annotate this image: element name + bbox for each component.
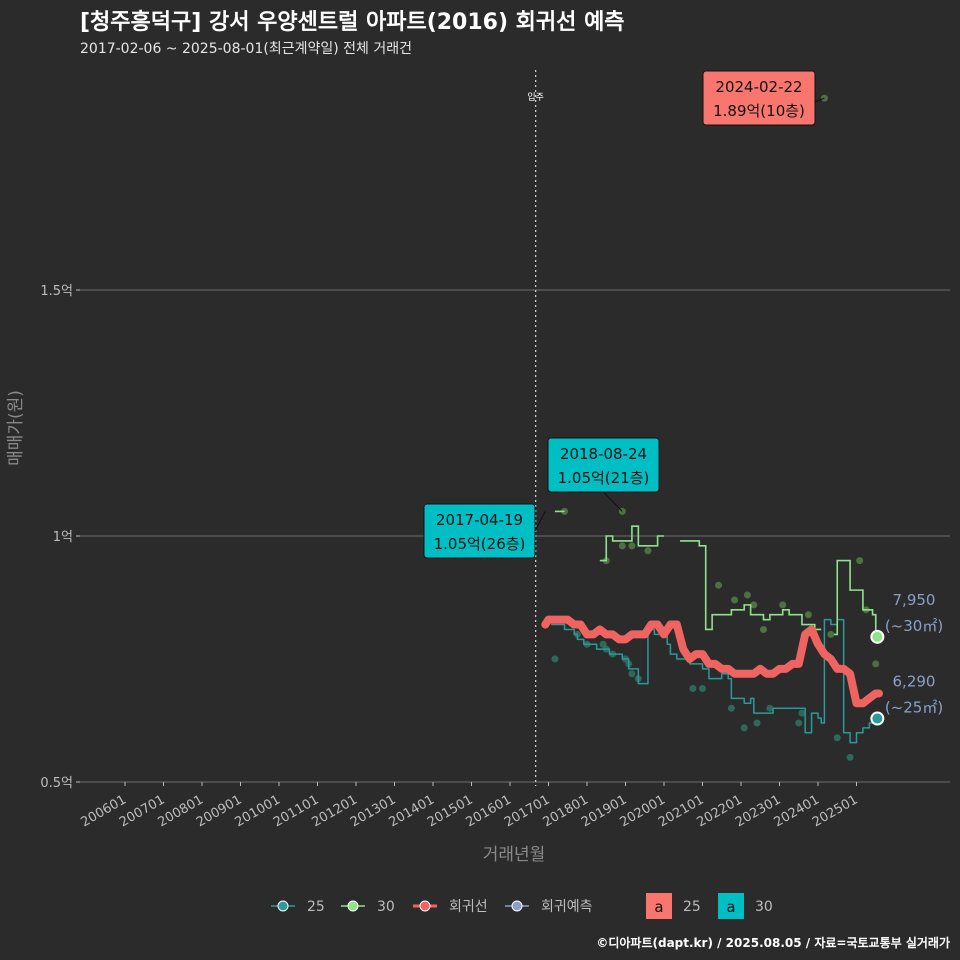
y-axis-title: 매매가(원) bbox=[6, 390, 26, 466]
annotation-price: 1.05억(21층) bbox=[558, 469, 650, 487]
series-line-30 bbox=[834, 559, 879, 636]
legend-label-glyph: a bbox=[726, 898, 735, 916]
end-value-label: 6,290 bbox=[893, 673, 936, 691]
scatter-point-30 bbox=[759, 625, 767, 633]
source-caption: ©디아파트(dapt.kr) / 2025.08.05 / 자료=국토교통부 실… bbox=[596, 935, 950, 950]
scatter-point-30 bbox=[743, 591, 751, 599]
legend-dot-25 bbox=[277, 900, 289, 912]
scatter-point-30 bbox=[804, 611, 812, 619]
legend-dot-회귀예측 bbox=[511, 900, 523, 912]
annotations: 2024-02-22 1.89억(10층) 2018-08-24 1.05억(21층)… bbox=[423, 70, 825, 559]
scatter-point-30 bbox=[779, 601, 787, 609]
scatter-point-30 bbox=[827, 630, 835, 638]
scatter-point-25 bbox=[689, 685, 697, 693]
end-value-label: 7,950 bbox=[893, 591, 936, 609]
annotation-price: 1.89억(10층) bbox=[713, 102, 805, 120]
legend-label: 회귀예측 bbox=[541, 899, 593, 915]
annotation-box bbox=[702, 70, 816, 126]
annotation-leader bbox=[534, 511, 546, 532]
scatter-point-25 bbox=[727, 704, 735, 712]
scatter-point-25 bbox=[833, 734, 841, 742]
legend-label: 회귀선 bbox=[449, 899, 488, 915]
page-title: [청주흥덕구] 강서 우양센트럴 아파트(2016) 회귀선 예측 bbox=[80, 10, 625, 35]
page-subtitle: 2017-02-06 ~ 2025-08-01(최근계약일) 전체 거래건 bbox=[80, 41, 412, 57]
series-line-25 bbox=[550, 618, 877, 744]
scatter-point-25 bbox=[628, 670, 636, 678]
series-lines bbox=[541, 510, 883, 744]
end-area-label: (~25㎡) bbox=[885, 699, 943, 717]
scatter-point-30 bbox=[618, 542, 626, 550]
legend-label-box bbox=[718, 893, 744, 919]
legend-label-box bbox=[646, 893, 672, 919]
scatter-point-30 bbox=[872, 660, 880, 668]
scatter-point-25 bbox=[846, 753, 854, 761]
annotation-leader bbox=[603, 491, 623, 512]
annotation-box bbox=[547, 437, 660, 493]
series-line-30 bbox=[680, 540, 822, 631]
scatter-point-25 bbox=[699, 685, 706, 693]
annotation-date: 2024-02-22 bbox=[715, 78, 802, 96]
scatter-point-30 bbox=[856, 557, 864, 565]
scatter-point-30 bbox=[750, 601, 758, 609]
scatter-point-25 bbox=[798, 709, 806, 717]
legend-label: 30 bbox=[377, 899, 395, 915]
end-point-30 bbox=[870, 629, 885, 644]
end-points: 7,950 (~30㎡) 6,290 (~25㎡) bbox=[870, 591, 943, 726]
end-area-label: (~30㎡) bbox=[885, 617, 943, 635]
annotation-date: 2018-08-24 bbox=[560, 445, 647, 463]
move-in-label: 입주 bbox=[527, 91, 544, 103]
move-in-line: 입주 bbox=[527, 70, 544, 786]
scatter-point-25 bbox=[766, 704, 774, 712]
annotation-price: 1.05억(26층) bbox=[434, 535, 526, 553]
series-line-30 bbox=[599, 525, 664, 562]
scatter-point-25 bbox=[795, 719, 803, 727]
scatter-point-30 bbox=[731, 596, 739, 604]
y-tick-label: 1억 bbox=[53, 530, 73, 545]
scatter-point-25 bbox=[753, 719, 761, 727]
end-point-25 bbox=[870, 711, 885, 726]
scatter-point-30 bbox=[715, 581, 723, 589]
legend-dot-30 bbox=[347, 900, 359, 912]
y-axis: 0.5억 1억 1.5억 bbox=[40, 284, 80, 791]
annotation-box bbox=[423, 503, 536, 559]
y-tick-label: 1.5억 bbox=[40, 284, 73, 299]
legend-dot-회귀선 bbox=[419, 900, 431, 912]
legend-label-glyph: a bbox=[654, 898, 663, 916]
legend: 25 30 회귀선 회귀예측 a 25 a 30 bbox=[271, 893, 773, 919]
scatter-point-25 bbox=[551, 655, 559, 663]
scatter-point-25 bbox=[740, 724, 748, 732]
annotation-date: 2017-04-19 bbox=[436, 511, 523, 529]
y-tick-label: 0.5억 bbox=[40, 776, 73, 791]
legend-box-label: 30 bbox=[755, 899, 773, 915]
scatter-point-30 bbox=[644, 547, 652, 555]
series-line-회귀선 bbox=[541, 615, 883, 708]
x-axis-title: 거래년월 bbox=[483, 845, 546, 865]
legend-label: 25 bbox=[307, 899, 325, 915]
x-axis: 2006012007012008012009012010012011012012… bbox=[79, 782, 861, 830]
legend-box-label: 25 bbox=[683, 899, 701, 915]
scatter-point-30 bbox=[628, 542, 636, 550]
scatter-points bbox=[551, 94, 880, 761]
